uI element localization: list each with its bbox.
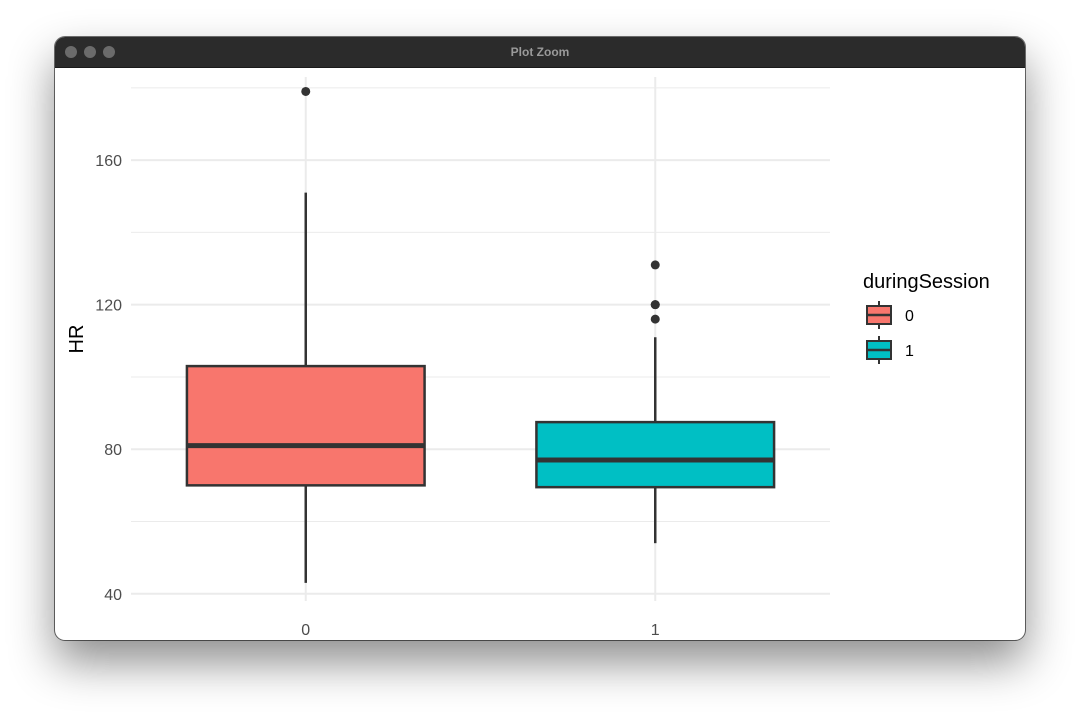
y-axis-title: HR [66,325,88,354]
legend-label: 1 [905,343,914,360]
box-1 [535,260,776,544]
legend-key-1 [866,336,892,364]
outlier-point [650,314,660,324]
legend-label: 0 [905,308,914,325]
y-tick-label: 120 [95,298,122,315]
x-tick-label: 0 [301,622,310,639]
box-0 [185,86,426,583]
zoom-window-button[interactable] [103,46,115,58]
y-tick-label: 40 [104,587,122,604]
plot-zoom-window: Plot Zoom 408012016001duringSessionHR du… [55,37,1025,640]
plot-area: 408012016001duringSessionHR duringSessio… [55,67,1025,640]
legend-key-0 [866,301,892,329]
outlier-point [650,300,660,310]
x-tick-label: 1 [651,622,660,639]
window-title: Plot Zoom [510,45,570,59]
box-iqr [185,364,426,487]
outlier-point [650,260,660,270]
y-tick-label: 160 [95,153,122,170]
y-tick-label: 80 [104,442,122,459]
title-bar[interactable]: Plot Zoom [55,37,1025,68]
minimize-window-button[interactable] [84,46,96,58]
boxplot-chart: 408012016001duringSessionHR duringSessio… [66,77,990,639]
legend-title: duringSession [863,271,990,293]
outlier-point [301,86,311,96]
box-iqr [535,420,776,489]
close-window-button[interactable] [65,46,77,58]
